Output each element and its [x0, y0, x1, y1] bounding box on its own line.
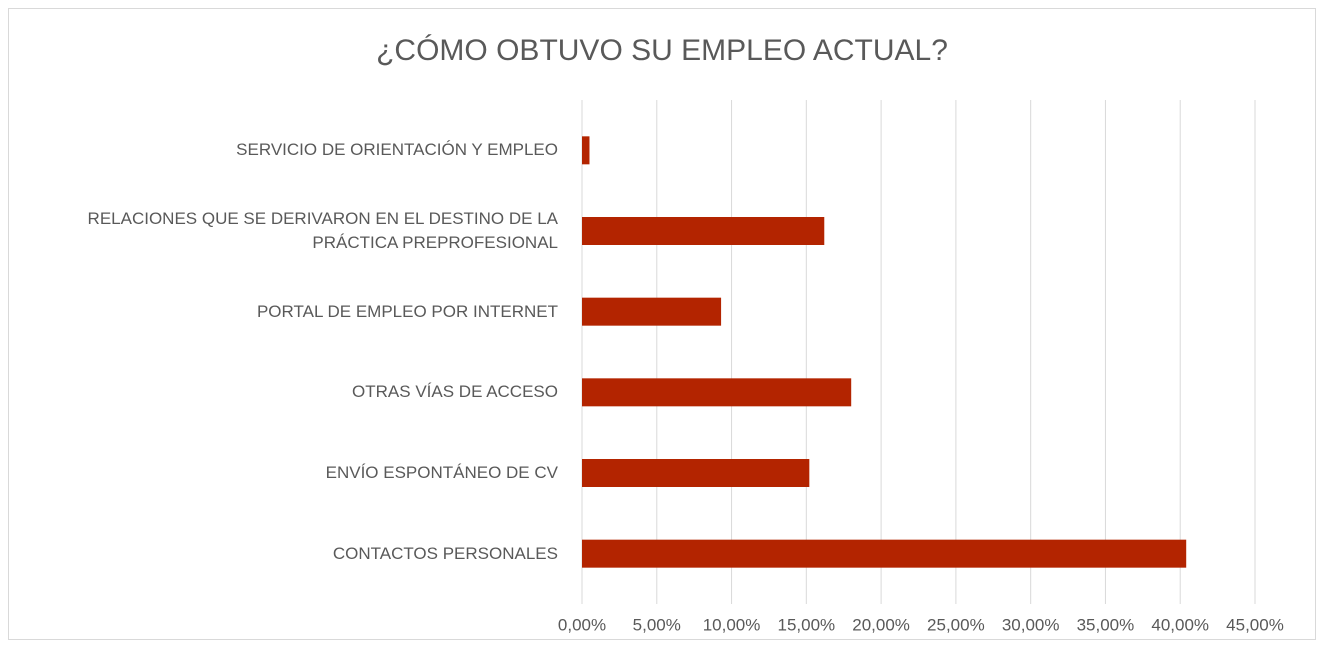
y-tick-label: CONTACTOS PERSONALES — [332, 543, 558, 563]
x-tick-label: 15,00% — [777, 615, 835, 634]
bar — [582, 136, 590, 165]
bar — [582, 459, 810, 487]
x-tick-label: 25,00% — [927, 615, 985, 634]
x-tick-label: 5,00% — [633, 615, 681, 634]
chart-title: ¿CÓMO OBTUVO SU EMPLEO ACTUAL? — [376, 34, 948, 67]
y-tick-label: OTRAS VÍAS DE ACCESO — [352, 382, 558, 402]
bar — [582, 297, 722, 326]
y-tick-label: RELACIONES QUE SE DERIVARON EN EL DESTIN… — [87, 209, 558, 252]
x-tick-label: 40,00% — [1151, 615, 1209, 634]
bar — [582, 217, 825, 245]
x-tick-label: 0,00% — [558, 615, 606, 634]
x-tick-label: 45,00% — [1226, 615, 1284, 634]
y-tick-label: ENVÍO ESPONTÁNEO DE CV — [325, 463, 558, 482]
y-tick-label: SERVICIO DE ORIENTACIÓN Y EMPLEO — [236, 140, 558, 160]
bar — [582, 378, 852, 407]
x-tick-label: 10,00% — [703, 615, 761, 634]
x-tick-label: 30,00% — [1002, 615, 1060, 634]
y-tick-label: PORTAL DE EMPLEO POR INTERNET — [256, 301, 558, 321]
x-tick-label: 20,00% — [852, 615, 910, 634]
bar — [582, 539, 1187, 568]
x-tick-label: 35,00% — [1077, 615, 1135, 634]
